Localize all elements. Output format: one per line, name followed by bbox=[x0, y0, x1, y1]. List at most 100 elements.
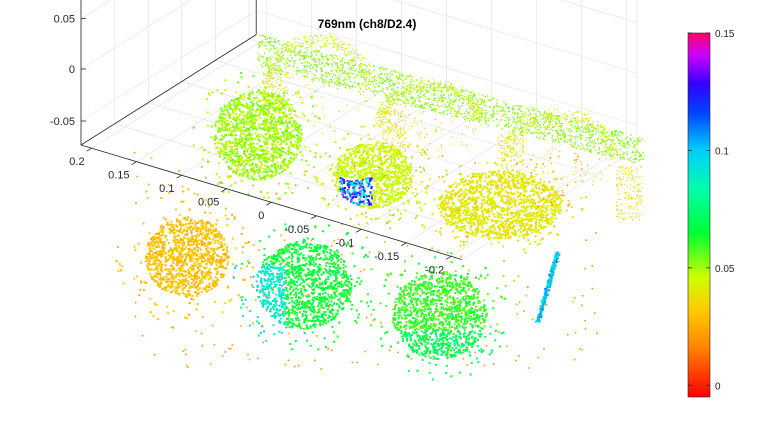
data-point bbox=[485, 120, 487, 122]
data-point bbox=[263, 82, 265, 84]
data-point bbox=[636, 184, 638, 186]
data-point bbox=[407, 102, 409, 104]
data-point bbox=[237, 142, 240, 145]
data-point bbox=[546, 128, 548, 130]
data-point bbox=[615, 185, 618, 187]
data-point bbox=[558, 117, 560, 119]
data-point bbox=[327, 72, 329, 74]
data-point bbox=[632, 170, 634, 172]
data-point bbox=[279, 53, 281, 55]
data-point bbox=[391, 96, 394, 98]
data-point bbox=[394, 190, 397, 193]
data-point bbox=[386, 96, 388, 99]
data-point bbox=[535, 116, 537, 118]
data-point bbox=[234, 104, 237, 107]
data-point bbox=[458, 96, 460, 99]
data-point bbox=[503, 100, 505, 102]
data-point bbox=[264, 35, 266, 38]
data-point bbox=[271, 148, 273, 151]
data-point bbox=[294, 55, 296, 57]
data-point bbox=[365, 100, 367, 102]
data-point bbox=[405, 98, 407, 100]
data-point bbox=[500, 106, 502, 108]
data-point bbox=[540, 118, 543, 121]
data-point bbox=[372, 83, 374, 86]
data-point bbox=[377, 154, 380, 157]
data-point bbox=[319, 58, 321, 60]
data-point bbox=[392, 111, 394, 113]
data-point bbox=[430, 83, 432, 85]
data-point bbox=[234, 109, 237, 112]
data-point bbox=[468, 111, 470, 113]
data-point bbox=[394, 183, 396, 186]
data-point bbox=[435, 111, 437, 113]
data-point bbox=[370, 80, 373, 82]
data-point bbox=[391, 128, 393, 130]
data-point bbox=[368, 69, 370, 72]
data-point bbox=[288, 121, 291, 124]
data-point bbox=[595, 131, 597, 133]
data-point bbox=[250, 133, 253, 135]
data-point bbox=[263, 108, 265, 110]
data-point bbox=[417, 94, 419, 97]
data-point bbox=[624, 212, 626, 214]
data-point bbox=[322, 107, 324, 109]
data-point bbox=[393, 197, 396, 200]
data-point bbox=[624, 197, 626, 199]
data-point bbox=[344, 62, 346, 64]
data-point bbox=[513, 109, 515, 111]
data-point bbox=[602, 132, 605, 134]
data-point bbox=[243, 138, 246, 141]
data-point bbox=[380, 111, 382, 113]
data-point bbox=[228, 140, 231, 143]
data-point bbox=[615, 150, 618, 152]
data-point bbox=[310, 64, 312, 66]
data-point bbox=[269, 134, 271, 137]
data-point bbox=[506, 153, 508, 155]
data-point bbox=[473, 93, 476, 95]
data-point bbox=[634, 187, 636, 189]
data-point bbox=[270, 64, 272, 66]
data-point bbox=[468, 103, 470, 105]
data-point bbox=[528, 130, 530, 132]
data-point bbox=[597, 139, 599, 141]
data-point bbox=[301, 46, 303, 48]
data-point bbox=[254, 118, 257, 121]
data-point bbox=[246, 123, 249, 126]
data-point bbox=[592, 126, 594, 128]
data-point bbox=[508, 147, 510, 149]
data-point bbox=[546, 115, 548, 117]
data-point bbox=[219, 114, 222, 117]
data-point bbox=[619, 135, 622, 137]
data-point bbox=[570, 120, 572, 123]
data-point bbox=[290, 143, 293, 145]
data-point bbox=[605, 137, 607, 139]
data-point bbox=[459, 107, 461, 109]
data-point bbox=[532, 116, 535, 118]
data-point bbox=[338, 172, 341, 175]
data-point bbox=[473, 132, 475, 134]
data-point bbox=[521, 113, 523, 115]
data-point bbox=[232, 125, 234, 128]
data-point bbox=[225, 108, 228, 111]
data-point bbox=[335, 70, 337, 72]
data-point bbox=[354, 86, 357, 88]
data-point bbox=[312, 66, 314, 68]
data-point bbox=[387, 119, 390, 122]
data-point bbox=[395, 125, 397, 127]
data-point bbox=[639, 191, 641, 193]
data-point bbox=[508, 108, 510, 110]
data-point bbox=[225, 160, 228, 163]
data-point bbox=[497, 139, 499, 141]
data-point bbox=[501, 151, 503, 153]
data-point bbox=[504, 148, 506, 150]
data-point bbox=[636, 168, 638, 170]
data-point bbox=[297, 37, 299, 39]
data-point bbox=[445, 82, 447, 84]
data-point bbox=[370, 143, 373, 146]
data-point bbox=[233, 104, 236, 107]
data-point bbox=[365, 85, 367, 87]
data-point bbox=[504, 179, 506, 181]
data-point bbox=[612, 141, 614, 143]
data-point bbox=[348, 66, 350, 69]
